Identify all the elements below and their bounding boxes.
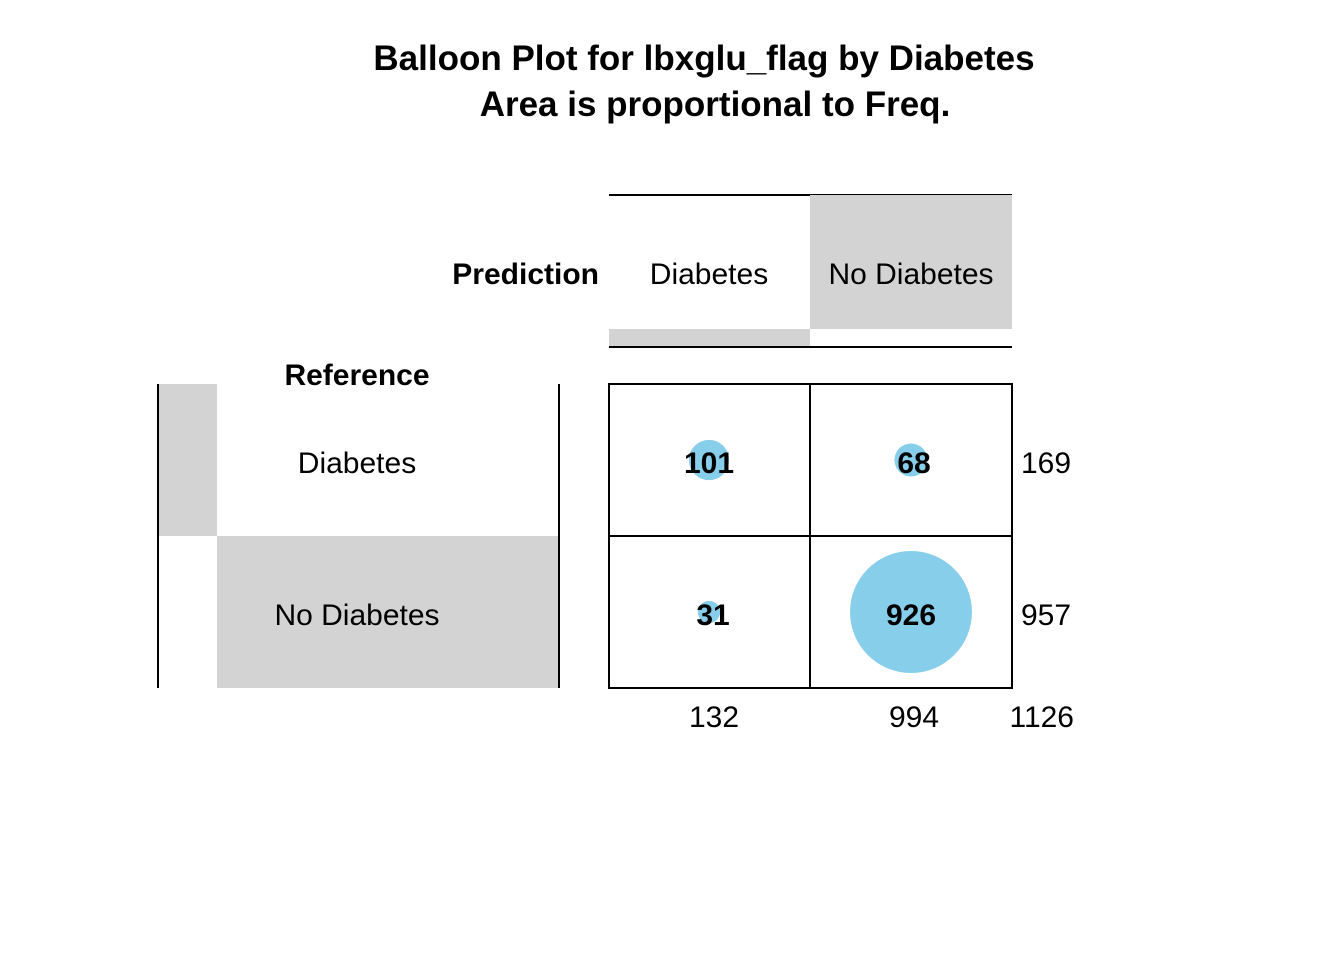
balloon-no-diabetes-diabetes [697,600,721,624]
cell-value-no-diabetes-no-diabetes: 926 [886,599,936,632]
col-label-diabetes: Diabetes [650,258,768,291]
chart-title: Balloon Plot for lbxglu_flag by Diabetes [373,39,1034,78]
balloon-diabetes-diabetes [688,439,730,481]
col-shade-no-diabetes [810,195,1012,329]
row-header-label: Reference [284,359,429,392]
row-shade-diabetes [158,384,217,536]
balloon-diabetes-no-diabetes [894,443,928,477]
chart-subtitle: Area is proportional to Freq. [480,85,951,124]
row-shade-no-diabetes [217,536,559,688]
cell-value-no-diabetes-diabetes: 31 [696,599,729,632]
col-total-diabetes: 132 [689,701,739,734]
balloon-no-diabetes-no-diabetes [850,551,972,673]
row-total-no-diabetes: 957 [1021,599,1071,632]
cell-value-diabetes-diabetes: 101 [684,447,734,480]
row-label-no-diabetes: No Diabetes [274,599,439,632]
col-total-no-diabetes: 994 [889,701,939,734]
col-label-no-diabetes: No Diabetes [828,258,993,291]
grand-total: 1126 [1009,701,1074,734]
row-total-diabetes: 169 [1021,447,1071,480]
row-label-diabetes: Diabetes [298,447,416,480]
col-header-label: Prediction [452,258,599,291]
col-shade-diabetes [609,329,810,347]
cell-value-diabetes-no-diabetes: 68 [897,447,930,480]
